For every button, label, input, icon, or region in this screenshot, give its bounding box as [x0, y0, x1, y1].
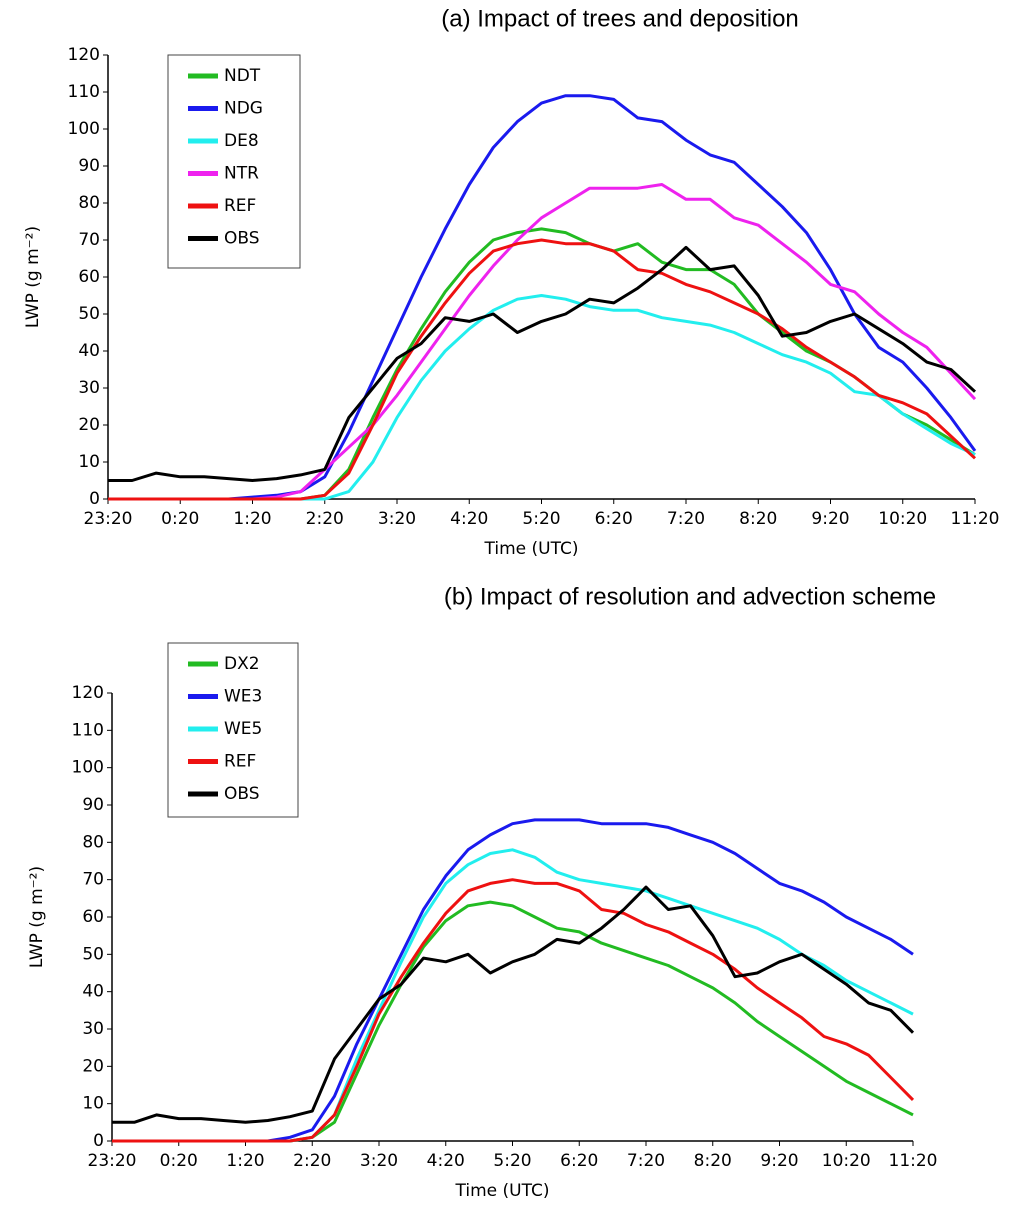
x-tick-label: 0:20 — [160, 1151, 198, 1171]
x-tick-label: 3:20 — [360, 1151, 398, 1171]
series-line — [112, 900, 914, 1143]
x-tick-label: 4:20 — [450, 509, 488, 529]
x-tick-label: 1:20 — [233, 509, 271, 529]
legend-label: NDG — [224, 99, 263, 119]
y-tick-label: 120 — [72, 683, 104, 703]
y-axis-title: LWP (g m⁻²) — [23, 226, 43, 328]
y-tick-label: 40 — [82, 982, 104, 1002]
series-line — [108, 294, 976, 501]
legend-label: NTR — [224, 164, 259, 184]
x-tick-label: 6:20 — [560, 1151, 598, 1171]
x-axis-title: Time (UTC) — [455, 1181, 550, 1201]
x-tick-label: 0:20 — [161, 509, 199, 529]
y-tick-label: 30 — [78, 378, 100, 398]
y-tick-label: 0 — [89, 489, 100, 509]
y-tick-label: 120 — [68, 45, 100, 65]
y-tick-label: 0 — [93, 1131, 104, 1151]
x-tick-label: 23:20 — [84, 509, 133, 529]
y-tick-label: 80 — [82, 832, 104, 852]
x-tick-label: 9:20 — [811, 509, 849, 529]
x-tick-label: 6:20 — [595, 509, 633, 529]
x-tick-label: 4:20 — [427, 1151, 465, 1171]
y-tick-label: 110 — [72, 720, 104, 740]
x-tick-label: 2:20 — [306, 509, 344, 529]
series-line — [108, 94, 977, 501]
y-tick-label: 90 — [82, 795, 104, 815]
legend-label: WE5 — [224, 719, 262, 739]
y-tick-label: 70 — [82, 870, 104, 890]
y-tick-label: 30 — [82, 1019, 104, 1039]
series-line — [108, 238, 977, 501]
y-tick-label: 60 — [78, 267, 100, 287]
series-line — [112, 818, 914, 1143]
x-tick-label: 3:20 — [378, 509, 416, 529]
y-tick-label: 10 — [78, 452, 100, 472]
legend-label: DE8 — [224, 131, 259, 151]
x-tick-label: 5:20 — [493, 1151, 531, 1171]
series-line — [108, 227, 976, 501]
x-tick-label: 8:20 — [739, 509, 777, 529]
x-tick-label: 7:20 — [627, 1151, 665, 1171]
x-tick-label: 10:20 — [878, 509, 927, 529]
y-tick-label: 40 — [78, 341, 100, 361]
x-tick-label: 9:20 — [760, 1151, 798, 1171]
x-tick-label: 10:20 — [822, 1151, 871, 1171]
x-tick-label: 23:20 — [88, 1151, 137, 1171]
legend-label: WE3 — [224, 687, 262, 707]
legend-label: REF — [224, 196, 256, 216]
legend-label: NDT — [224, 66, 261, 86]
x-tick-label: 11:20 — [951, 509, 1000, 529]
x-axis-title: Time (UTC) — [484, 539, 579, 559]
series-line — [108, 245, 977, 482]
y-axis-title: LWP (g m⁻²) — [27, 866, 47, 968]
y-tick-label: 50 — [78, 304, 100, 324]
x-tick-label: 8:20 — [694, 1151, 732, 1171]
y-tick-label: 60 — [82, 907, 104, 927]
y-tick-label: 80 — [78, 193, 100, 213]
legend-label: OBS — [224, 229, 260, 249]
legend-box — [167, 54, 301, 269]
legend-label: REF — [224, 752, 256, 772]
y-tick-label: 20 — [82, 1056, 104, 1076]
y-tick-label: 90 — [78, 156, 100, 176]
y-tick-label: 110 — [68, 82, 100, 102]
legend-label: DX2 — [224, 654, 260, 674]
x-tick-label: 7:20 — [667, 509, 705, 529]
y-tick-label: 10 — [82, 1094, 104, 1114]
y-tick-label: 70 — [78, 230, 100, 250]
x-tick-label: 11:20 — [889, 1151, 938, 1171]
series-line — [112, 848, 914, 1143]
chart-title: (b) Impact of resolution and advection s… — [444, 583, 936, 610]
x-tick-label: 2:20 — [293, 1151, 331, 1171]
chart-title: (a) Impact of trees and deposition — [441, 5, 799, 32]
legend-label: OBS — [224, 784, 260, 804]
y-tick-label: 50 — [82, 944, 104, 964]
y-tick-label: 100 — [68, 119, 100, 139]
y-tick-label: 20 — [78, 415, 100, 435]
series-line — [112, 878, 915, 1143]
y-tick-label: 100 — [72, 758, 104, 778]
x-tick-label: 5:20 — [522, 509, 560, 529]
series-line — [112, 885, 915, 1124]
x-tick-label: 1:20 — [226, 1151, 264, 1171]
